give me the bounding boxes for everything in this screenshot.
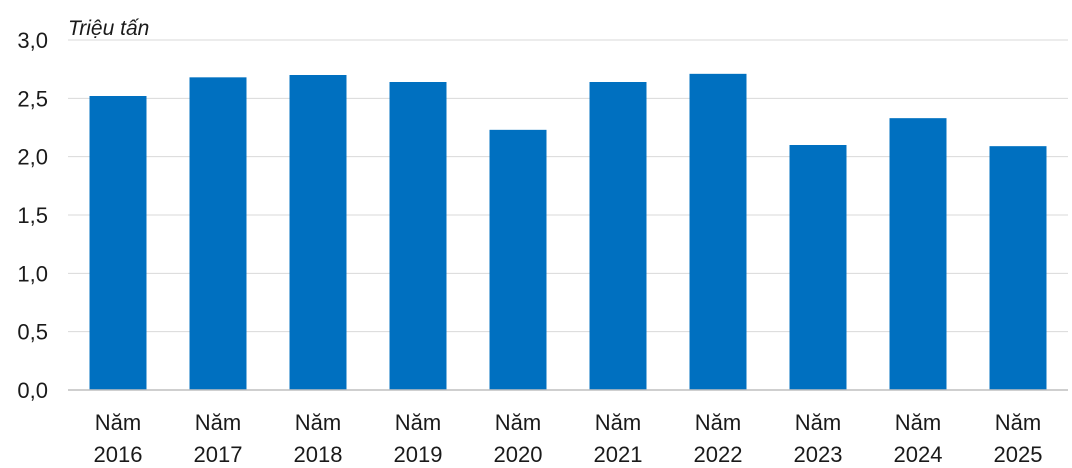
x-tick-label: Năm <box>395 410 441 435</box>
bar-2024 <box>889 118 947 391</box>
bar-2025 <box>989 146 1047 390</box>
bar-2022 <box>689 73 747 390</box>
x-tick-label: Năm <box>595 410 641 435</box>
x-tick-label: Năm <box>995 410 1041 435</box>
y-tick-label: 1,0 <box>17 261 48 286</box>
x-tick-label: Năm <box>295 410 341 435</box>
x-tick-label: 2023 <box>794 442 843 467</box>
bar-2018 <box>289 75 347 390</box>
y-tick-label: 0,0 <box>17 378 48 403</box>
x-tick-label: Năm <box>795 410 841 435</box>
x-tick-label: 2025 <box>994 442 1043 467</box>
x-tick-label: 2018 <box>294 442 343 467</box>
x-tick-label: Năm <box>95 410 141 435</box>
x-tick-label: Năm <box>895 410 941 435</box>
x-tick-label: 2020 <box>494 442 543 467</box>
bar-2021 <box>589 82 647 390</box>
x-tick-label: 2021 <box>594 442 643 467</box>
x-tick-label: 2022 <box>694 442 743 467</box>
bar-2016 <box>89 96 147 390</box>
bar-2023 <box>789 145 847 390</box>
y-axis-unit-label: Triệu tấn <box>68 17 149 40</box>
y-tick-label: 3,0 <box>17 28 48 53</box>
x-tick-label: Năm <box>195 410 241 435</box>
x-tick-label: 2024 <box>894 442 943 467</box>
y-tick-label: 2,5 <box>17 86 48 111</box>
y-tick-label: 0,5 <box>17 320 48 345</box>
bar-2020 <box>489 129 547 391</box>
x-tick-label: 2019 <box>394 442 443 467</box>
x-tick-label: 2017 <box>194 442 243 467</box>
x-tick-label: Năm <box>495 410 541 435</box>
bar-2017 <box>189 77 247 390</box>
x-axis-labels: Năm 2016 Năm 2017 Năm 2018 Năm 2019 Năm 2020 Năm 20… <box>94 410 1043 467</box>
y-tick-label: 1,5 <box>17 203 48 228</box>
x-tick-label: Năm <box>695 410 741 435</box>
y-tick-label: 2,0 <box>17 145 48 170</box>
x-tick-label: 2016 <box>94 442 143 467</box>
y-axis-ticks: 0,0 0,5 1,0 1,5 2,0 2,5 3,0 <box>17 28 48 403</box>
bar-2019 <box>389 82 447 390</box>
bars <box>89 73 1047 391</box>
